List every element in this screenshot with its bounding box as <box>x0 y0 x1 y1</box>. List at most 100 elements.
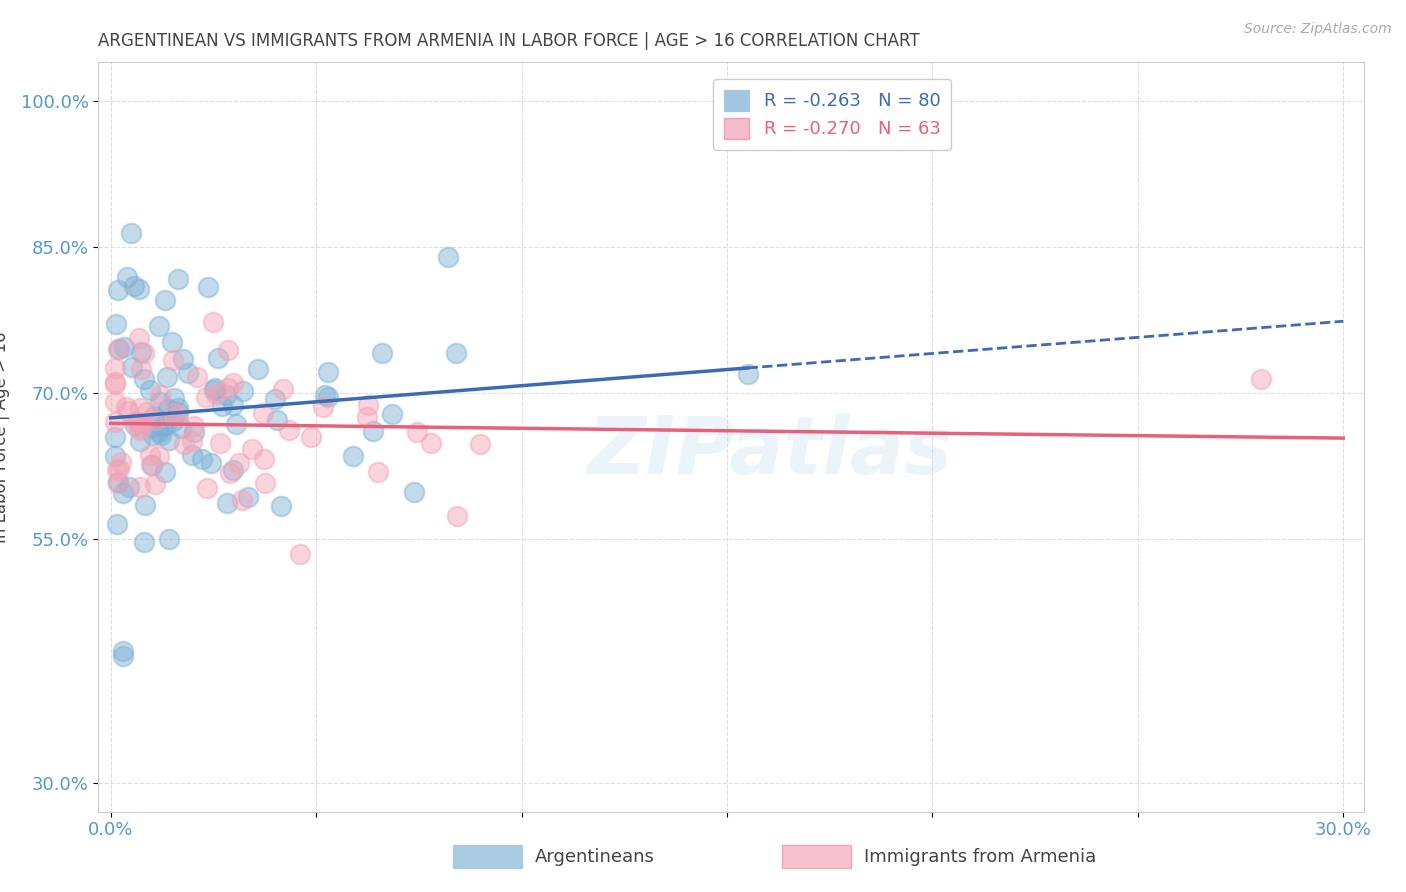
Point <box>737 367 759 381</box>
Point <box>112 644 135 658</box>
Point <box>201 315 224 329</box>
Point <box>205 386 228 401</box>
Point <box>288 547 311 561</box>
Point <box>112 339 135 353</box>
Point <box>222 463 245 477</box>
Point <box>215 496 238 510</box>
Point <box>209 436 232 450</box>
Point <box>134 499 156 513</box>
Text: ZIPatlas: ZIPatlas <box>586 413 952 491</box>
Point <box>162 414 184 428</box>
Point <box>121 226 143 240</box>
Point <box>316 365 339 379</box>
FancyBboxPatch shape <box>782 846 852 868</box>
Point <box>204 381 226 395</box>
Point <box>405 425 427 439</box>
Point <box>166 272 188 286</box>
Point <box>112 486 135 500</box>
Point <box>104 394 127 409</box>
Point <box>129 434 152 448</box>
Point <box>149 387 172 401</box>
Point <box>228 456 250 470</box>
Point <box>157 433 180 447</box>
Point <box>218 466 240 480</box>
Point <box>107 475 129 489</box>
Point <box>156 401 179 416</box>
Point <box>145 413 167 427</box>
Point <box>180 448 202 462</box>
Point <box>278 423 301 437</box>
Point <box>134 535 156 549</box>
Point <box>361 424 384 438</box>
Point <box>172 351 194 366</box>
Point <box>142 419 165 434</box>
Point <box>128 330 150 344</box>
Point <box>419 436 441 450</box>
Point <box>190 451 212 466</box>
Point <box>173 436 195 450</box>
Point <box>200 456 222 470</box>
Point <box>104 449 127 463</box>
Point <box>118 480 141 494</box>
Point <box>167 405 190 419</box>
Point <box>148 425 170 439</box>
Point <box>266 413 288 427</box>
Point <box>270 500 292 514</box>
Point <box>136 405 159 419</box>
Legend: R = -0.263   N = 80, R = -0.270   N = 63: R = -0.263 N = 80, R = -0.270 N = 63 <box>713 79 952 150</box>
Point <box>139 449 162 463</box>
Point <box>107 342 129 356</box>
Point <box>236 491 259 505</box>
Point <box>314 388 336 402</box>
Point <box>371 346 394 360</box>
Point <box>316 390 339 404</box>
Point <box>150 427 173 442</box>
Point <box>217 382 239 396</box>
Point <box>240 442 263 456</box>
Point <box>112 648 135 663</box>
FancyBboxPatch shape <box>453 846 523 868</box>
Point <box>253 451 276 466</box>
Point <box>156 370 179 384</box>
Point <box>124 279 146 293</box>
Point <box>446 508 468 523</box>
Point <box>186 370 208 384</box>
Point <box>132 346 155 360</box>
Point <box>214 387 236 401</box>
Point <box>115 400 138 414</box>
Point <box>183 418 205 433</box>
Point <box>312 400 335 414</box>
Point <box>357 398 380 412</box>
Point <box>195 391 218 405</box>
Point <box>128 423 150 437</box>
Point <box>470 436 492 450</box>
Point <box>163 406 186 420</box>
Point <box>181 434 204 448</box>
Point <box>104 376 127 391</box>
Point <box>169 421 191 435</box>
Point <box>129 421 152 435</box>
Point <box>299 429 322 443</box>
Point <box>381 407 404 421</box>
Point <box>252 406 274 420</box>
Point <box>104 430 127 444</box>
Point <box>207 351 229 365</box>
Point <box>155 293 177 307</box>
Point <box>108 342 131 356</box>
Point <box>128 480 150 494</box>
Point <box>104 375 127 389</box>
Point <box>162 391 184 405</box>
Text: Immigrants from Armenia: Immigrants from Armenia <box>863 847 1097 865</box>
Point <box>128 282 150 296</box>
Point <box>254 475 277 490</box>
Y-axis label: In Labor Force | Age > 16: In Labor Force | Age > 16 <box>0 331 10 543</box>
Point <box>107 475 129 490</box>
Point <box>444 346 467 360</box>
Text: Source: ZipAtlas.com: Source: ZipAtlas.com <box>1244 22 1392 37</box>
Point <box>176 366 198 380</box>
Point <box>128 416 150 430</box>
Point <box>342 450 364 464</box>
Point <box>197 280 219 294</box>
Point <box>271 382 294 396</box>
Point <box>139 383 162 397</box>
